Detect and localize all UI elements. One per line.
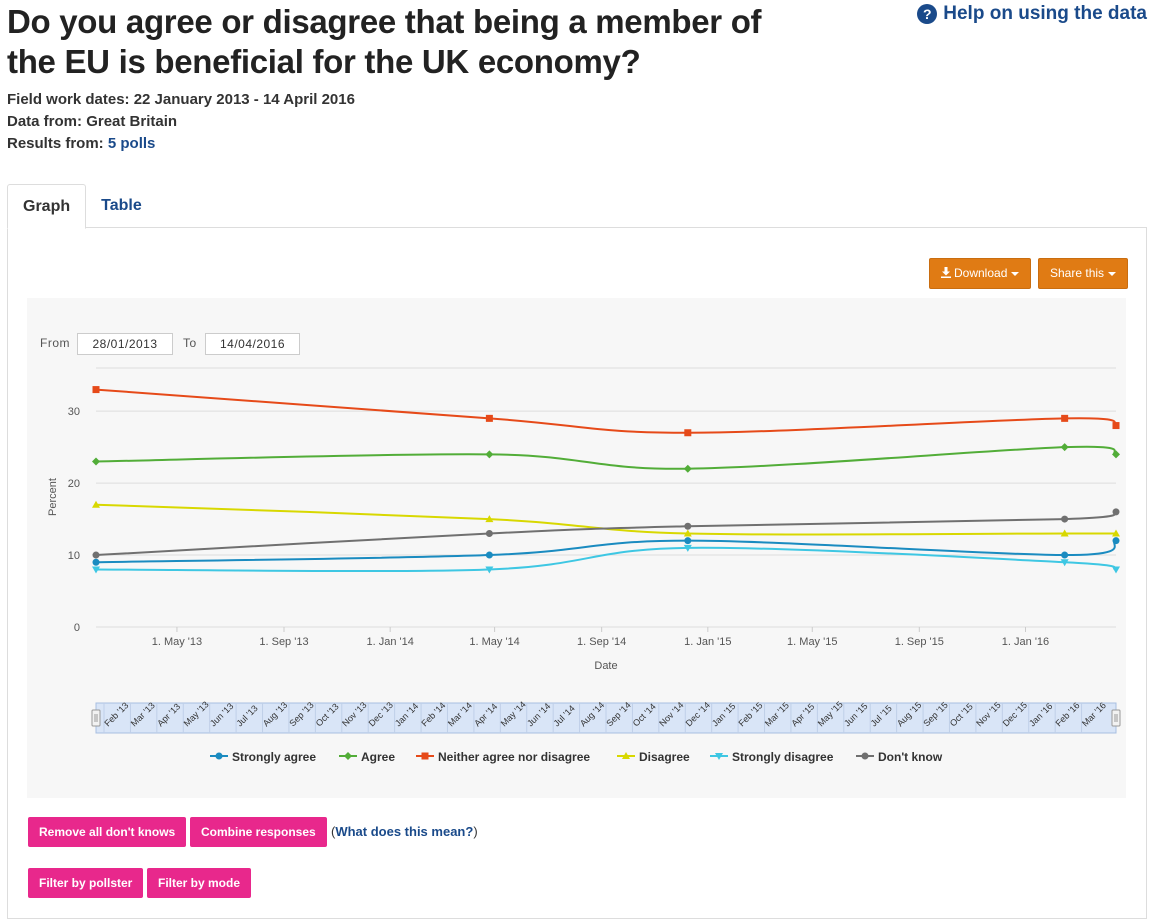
legend-item-agree[interactable]: Agree (339, 748, 395, 766)
view-tabs: Graph Table (7, 184, 157, 229)
legend-symbol-agree (339, 752, 357, 760)
chart-area (27, 298, 1126, 798)
caret-down-icon (1108, 271, 1117, 276)
legend-symbol-neither-agree-nor-disagree (416, 752, 434, 760)
download-icon (941, 267, 951, 278)
legend-marker (421, 752, 429, 760)
what-does-this-mean-link[interactable]: What does this mean? (335, 824, 474, 839)
legend-symbol-strongly-disagree (710, 753, 728, 760)
legend-label: Neither agree nor disagree (438, 750, 591, 764)
filter-by-mode-button[interactable]: Filter by mode (147, 868, 252, 898)
tab-graph[interactable]: Graph (7, 184, 87, 229)
filter-by-pollster-button[interactable]: Filter by pollster (28, 868, 144, 898)
from-date-input[interactable]: 28/01/2013 (77, 333, 173, 355)
legend-label: Disagree (639, 750, 690, 764)
polls-link[interactable]: 5 polls (107, 135, 156, 152)
results-row: Results from: 5 polls (7, 133, 355, 155)
combine-responses-button[interactable]: Combine responses (190, 817, 327, 847)
legend-item-strongly-disagree[interactable]: Strongly disagree (710, 748, 833, 766)
page-title: Do you agree or disagree that being a me… (7, 3, 762, 80)
fieldwork-row: Field work dates: 22 January 2013 - 14 A… (7, 89, 355, 111)
data-from-value: Great Britain (86, 113, 178, 130)
fieldwork-label: Field work dates: (7, 91, 130, 108)
legend-item-disagree[interactable]: Disagree (617, 748, 690, 766)
legend-marker (215, 752, 223, 760)
question-circle-icon: ? (917, 4, 938, 24)
download-label: Download (954, 266, 1008, 280)
help-label: Help on using the data (943, 3, 1147, 24)
what-does-this-mean: (What does this mean?) (331, 824, 478, 839)
paren-close: ) (473, 824, 478, 839)
legend-marker (344, 752, 352, 760)
legend-item-don-t-know[interactable]: Don't know (856, 748, 942, 766)
results-label: Results from: (7, 135, 104, 152)
data-from-row: Data from: Great Britain (7, 111, 355, 133)
caret-down-icon (1011, 271, 1020, 276)
legend-symbol-disagree (617, 752, 635, 759)
share-label: Share this (1050, 266, 1105, 280)
from-label: From (40, 336, 70, 350)
legend-marker (715, 753, 723, 760)
download-button[interactable]: Download (929, 258, 1032, 289)
help-link[interactable]: ? Help on using the data (917, 3, 1147, 25)
legend-label: Don't know (878, 750, 943, 764)
to-date-input[interactable]: 14/04/2016 (205, 333, 300, 355)
legend-label: Strongly disagree (732, 750, 834, 764)
share-button[interactable]: Share this (1038, 258, 1129, 289)
legend-symbol-don-t-know (856, 752, 874, 760)
poll-meta: Field work dates: 22 January 2013 - 14 A… (7, 89, 355, 155)
paren-open: ( (331, 824, 336, 839)
legend-symbol-strongly-agree (210, 752, 228, 760)
tab-table[interactable]: Table (101, 197, 142, 214)
legend-label: Strongly agree (232, 750, 317, 764)
legend-item-strongly-agree[interactable]: Strongly agree (210, 748, 316, 766)
legend-marker (622, 752, 630, 759)
legend-label: Agree (361, 750, 396, 764)
legend-marker (861, 752, 869, 760)
to-label: To (183, 336, 197, 350)
legend-item-neither-agree-nor-disagree[interactable]: Neither agree nor disagree (416, 748, 590, 766)
fieldwork-value: 22 January 2013 - 14 April 2016 (133, 91, 355, 108)
data-from-label: Data from: (7, 113, 83, 130)
remove-dont-knows-button[interactable]: Remove all don't knows (28, 817, 187, 847)
